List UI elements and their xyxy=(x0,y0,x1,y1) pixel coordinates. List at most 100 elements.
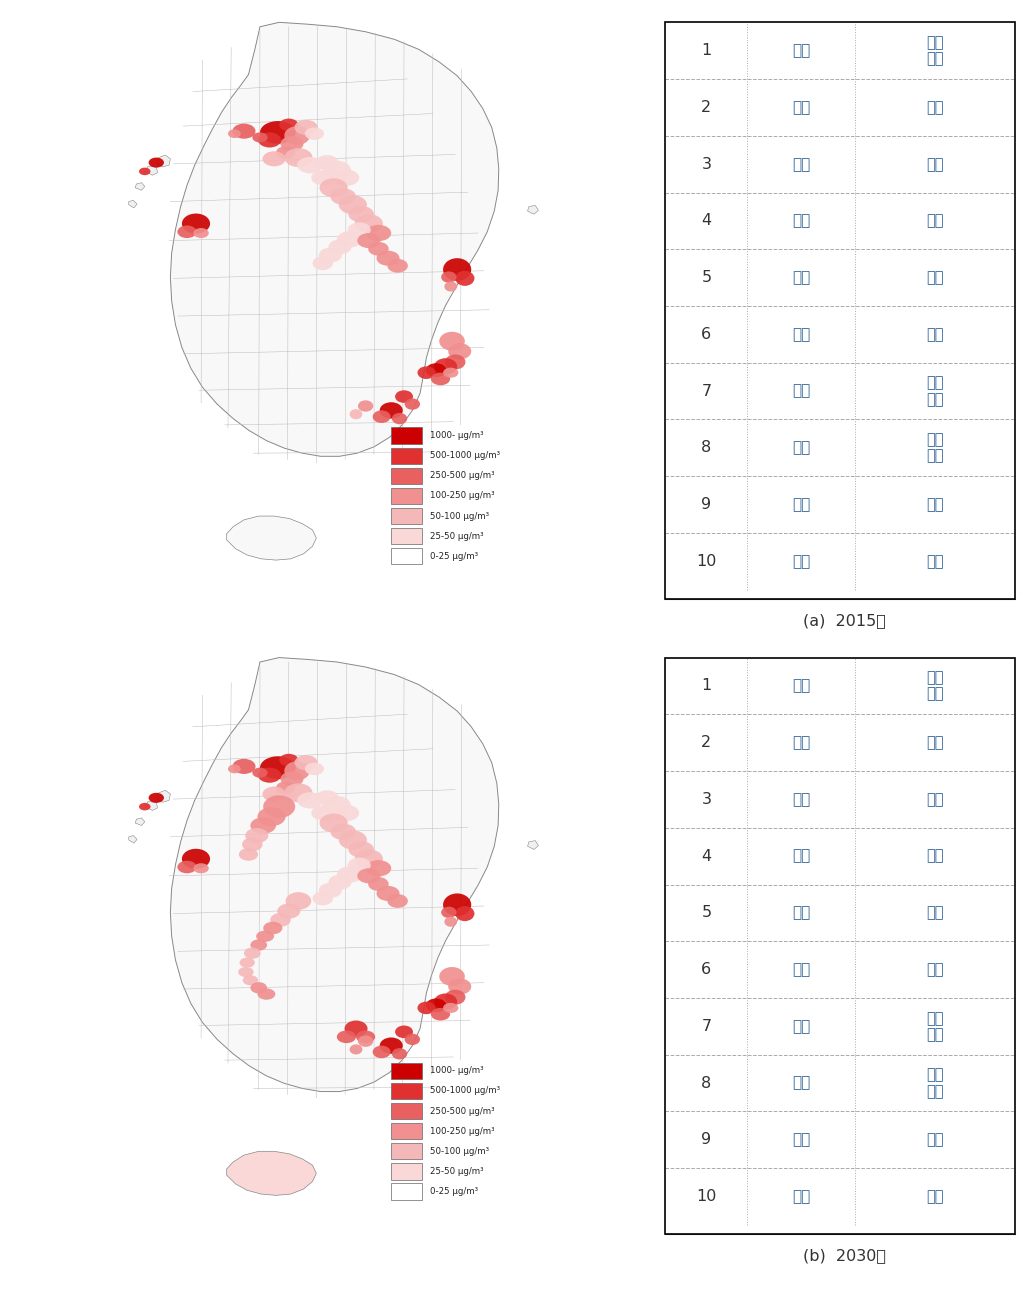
Ellipse shape xyxy=(380,402,403,418)
Ellipse shape xyxy=(331,823,356,840)
Ellipse shape xyxy=(232,759,255,774)
Ellipse shape xyxy=(298,792,322,809)
Text: 2: 2 xyxy=(701,735,712,751)
Ellipse shape xyxy=(376,250,400,266)
Text: 울산: 울산 xyxy=(792,497,810,512)
Ellipse shape xyxy=(417,366,435,379)
Ellipse shape xyxy=(263,922,282,934)
Ellipse shape xyxy=(276,782,295,795)
Ellipse shape xyxy=(313,257,333,270)
Text: 부산: 부산 xyxy=(792,1189,810,1204)
Text: 7: 7 xyxy=(701,383,712,399)
Text: 당진: 당진 xyxy=(927,213,944,228)
Text: 5: 5 xyxy=(701,906,712,920)
Ellipse shape xyxy=(250,818,276,833)
Ellipse shape xyxy=(240,957,255,968)
Ellipse shape xyxy=(250,982,268,993)
Ellipse shape xyxy=(258,133,281,147)
Ellipse shape xyxy=(443,1002,459,1013)
Ellipse shape xyxy=(193,228,209,239)
Ellipse shape xyxy=(417,1001,435,1014)
Ellipse shape xyxy=(262,151,285,166)
Ellipse shape xyxy=(149,157,164,168)
Text: 동구: 동구 xyxy=(927,99,944,115)
Text: 사원
성산: 사원 성산 xyxy=(927,432,944,463)
Text: 25-50 μg/m³: 25-50 μg/m³ xyxy=(430,1167,483,1176)
Ellipse shape xyxy=(431,1007,450,1020)
Text: 부산: 부산 xyxy=(792,99,810,115)
Ellipse shape xyxy=(271,913,290,926)
Ellipse shape xyxy=(298,157,322,173)
Ellipse shape xyxy=(232,124,255,139)
Ellipse shape xyxy=(258,768,281,783)
Text: 경남: 경남 xyxy=(792,440,810,455)
Ellipse shape xyxy=(456,271,474,286)
Ellipse shape xyxy=(263,796,295,818)
Text: 5: 5 xyxy=(701,270,712,285)
Ellipse shape xyxy=(284,761,310,780)
Text: (b)  2030년: (b) 2030년 xyxy=(803,1249,885,1263)
Ellipse shape xyxy=(252,768,268,778)
Polygon shape xyxy=(156,791,170,802)
Ellipse shape xyxy=(373,410,390,423)
Text: 부산: 부산 xyxy=(792,735,810,751)
Text: 250-500 μg/m³: 250-500 μg/m³ xyxy=(430,1107,494,1116)
Text: 광양: 광양 xyxy=(927,906,944,920)
Text: 500-1000 μg/m³: 500-1000 μg/m³ xyxy=(430,1086,500,1095)
Text: 충남: 충남 xyxy=(792,849,810,863)
Ellipse shape xyxy=(344,1020,368,1037)
Ellipse shape xyxy=(395,391,413,402)
Ellipse shape xyxy=(149,793,164,802)
Text: 6: 6 xyxy=(701,326,712,342)
Ellipse shape xyxy=(305,762,324,775)
Polygon shape xyxy=(145,166,158,175)
Text: 경남: 경남 xyxy=(792,1019,810,1033)
Ellipse shape xyxy=(368,241,388,255)
Ellipse shape xyxy=(279,119,299,132)
Text: 서구: 서구 xyxy=(927,156,944,172)
Text: 1000- μg/m³: 1000- μg/m³ xyxy=(430,1067,483,1076)
Ellipse shape xyxy=(276,146,295,159)
Ellipse shape xyxy=(322,161,351,179)
Ellipse shape xyxy=(358,1036,373,1047)
Text: 인천: 인천 xyxy=(792,326,810,342)
Text: 4: 4 xyxy=(701,213,712,228)
Ellipse shape xyxy=(319,178,348,197)
Text: 8: 8 xyxy=(701,1076,712,1090)
Text: 포항
남구: 포항 남구 xyxy=(927,671,944,702)
Ellipse shape xyxy=(311,805,335,820)
Bar xyxy=(392,488,421,504)
Text: (a)  2015년: (a) 2015년 xyxy=(803,613,885,628)
Ellipse shape xyxy=(328,240,351,254)
Ellipse shape xyxy=(284,148,313,166)
Ellipse shape xyxy=(316,155,339,170)
Ellipse shape xyxy=(252,133,268,142)
Ellipse shape xyxy=(349,409,363,419)
Text: 사원
성산: 사원 성산 xyxy=(927,1067,944,1099)
Text: 4: 4 xyxy=(701,849,712,863)
Text: 100-250 μg/m³: 100-250 μg/m³ xyxy=(430,1126,494,1135)
Ellipse shape xyxy=(431,373,450,386)
Text: 1: 1 xyxy=(701,43,712,58)
Ellipse shape xyxy=(228,765,241,773)
Text: 8: 8 xyxy=(701,440,712,455)
Ellipse shape xyxy=(239,848,258,860)
Ellipse shape xyxy=(337,867,363,882)
Ellipse shape xyxy=(405,1033,420,1045)
Text: 부산: 부산 xyxy=(792,792,810,808)
Ellipse shape xyxy=(281,137,304,151)
Bar xyxy=(392,468,421,484)
Ellipse shape xyxy=(434,993,458,1010)
Ellipse shape xyxy=(376,886,400,900)
Text: 동구: 동구 xyxy=(927,962,944,977)
Bar xyxy=(392,548,421,565)
Ellipse shape xyxy=(337,231,363,248)
Ellipse shape xyxy=(366,224,392,241)
Ellipse shape xyxy=(405,399,420,410)
Text: 1000- μg/m³: 1000- μg/m³ xyxy=(430,431,483,440)
Ellipse shape xyxy=(439,332,465,351)
Ellipse shape xyxy=(262,787,285,801)
Ellipse shape xyxy=(339,831,367,849)
Text: 동구: 동구 xyxy=(927,735,944,751)
Ellipse shape xyxy=(358,400,373,412)
